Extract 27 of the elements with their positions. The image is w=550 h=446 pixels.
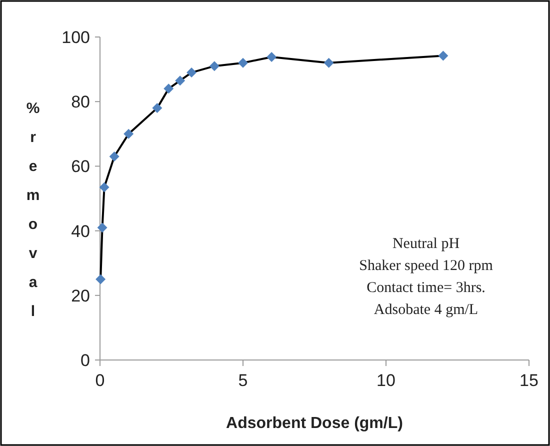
y-tick-label: 80 <box>71 92 90 112</box>
point <box>238 58 248 68</box>
point <box>124 128 134 139</box>
point <box>324 58 334 68</box>
point <box>438 50 448 61</box>
point <box>97 222 108 233</box>
x-tick-label: 10 <box>376 371 396 390</box>
y-tick-label: 60 <box>71 157 90 176</box>
x-tick-label: 0 <box>95 371 105 390</box>
point <box>186 68 197 78</box>
y-tick-label: 20 <box>71 286 90 306</box>
point <box>152 103 162 114</box>
y-tick-label: 100 <box>62 28 90 47</box>
y-tick-label: 40 <box>71 222 90 241</box>
point <box>109 152 120 162</box>
point <box>266 52 277 62</box>
x-axis-title: Adsorbent Dose (gm/L) <box>226 415 403 432</box>
point <box>99 182 110 192</box>
annotation: Neutral pH Shaker speed 120 rpm Contact time= 3hrs. Adsobate 4 gm/L <box>359 236 494 318</box>
y-tick-label: 0 <box>80 350 90 370</box>
point <box>96 274 106 284</box>
point <box>175 76 186 86</box>
x-tick-label: 5 <box>238 371 248 390</box>
x-tick-label: 15 <box>520 371 538 390</box>
point <box>209 61 220 72</box>
y-axis-title: % removal <box>26 100 40 320</box>
point <box>164 84 174 94</box>
